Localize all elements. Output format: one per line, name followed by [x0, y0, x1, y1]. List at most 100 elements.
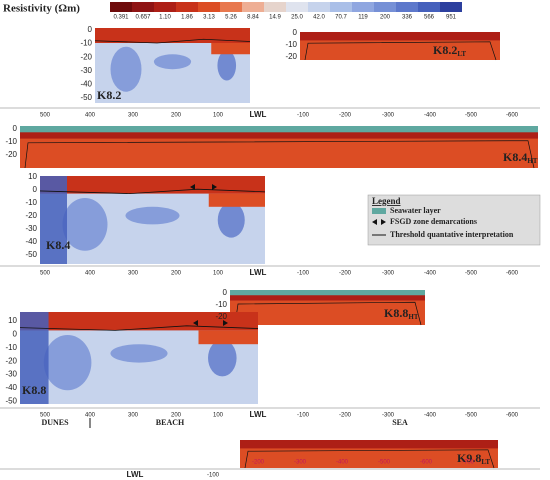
- colorbar-label: 42.0: [313, 15, 325, 21]
- depth-tick-label: 0: [13, 124, 18, 133]
- distance-label: 300: [128, 113, 139, 119]
- section-blob: [125, 206, 180, 225]
- fsgd-arrow: [190, 184, 195, 190]
- section-top: [240, 440, 498, 449]
- depth-tick-label: -30: [5, 370, 17, 379]
- distance-label: -400: [424, 271, 437, 277]
- zone-label: DUNES: [41, 418, 69, 427]
- distance-label: -400: [336, 460, 349, 466]
- depth-tick-label: -10: [80, 39, 92, 48]
- threshold-line: [19, 325, 259, 331]
- colorbar-cell: [154, 2, 176, 12]
- distance-label: -200: [252, 460, 265, 466]
- colorbar-label: 3.13: [203, 15, 215, 21]
- distance-label: LWL: [250, 410, 267, 419]
- section-top: [20, 312, 258, 331]
- profile-name: K8.8: [22, 383, 46, 397]
- legend-swatch: [372, 208, 386, 214]
- distance-label: 100: [213, 271, 224, 277]
- colorbar-cell: [264, 2, 286, 12]
- section-top: [198, 330, 258, 345]
- legend-box: [367, 194, 541, 246]
- depth-tick-label: -10: [285, 40, 297, 49]
- section-top: [40, 176, 265, 194]
- legend-arrow: [381, 219, 386, 225]
- threshold-line: [304, 41, 497, 61]
- depth-tick-label: -20: [5, 150, 17, 159]
- section-blob: [217, 202, 245, 238]
- section-edge: [40, 176, 67, 264]
- distance-label: -100: [297, 271, 310, 277]
- depth-tick-label: -40: [25, 237, 37, 246]
- colorbar-cell: [242, 2, 264, 12]
- distance-label: LWL: [250, 110, 267, 119]
- section-top: [300, 32, 500, 41]
- section-blob: [62, 198, 108, 251]
- profile-name: K8.4: [46, 238, 70, 252]
- distance-label: -700: [462, 460, 475, 466]
- depth-tick-label: -20: [285, 52, 297, 61]
- depth-tick-label: 10: [28, 172, 37, 181]
- distance-label: 400: [85, 271, 96, 277]
- colorbar-cell: [352, 2, 374, 12]
- colorbar-label: 951: [446, 15, 457, 21]
- colorbar-cell: [286, 2, 308, 12]
- seawater: [20, 126, 538, 133]
- profile-name: K8.8: [384, 306, 408, 320]
- distance-label: 500: [40, 113, 51, 119]
- colorbar-label: 119: [358, 15, 368, 21]
- fsgd-arrow: [212, 184, 217, 190]
- section-top: [208, 193, 265, 207]
- distance-label: LWL: [127, 470, 144, 479]
- depth-tick-label: 0: [293, 28, 298, 37]
- colorbar-title: Resistivity (Ωm): [3, 3, 80, 15]
- depth-tick-label: 10: [8, 316, 17, 325]
- distance-label: 300: [128, 271, 139, 277]
- depth-tick-label: 0: [33, 185, 38, 194]
- section-top: [211, 43, 250, 55]
- profile-sub: LT: [481, 458, 490, 466]
- profile-label: K8.2LT: [433, 43, 466, 58]
- depth-tick-label: 0: [223, 288, 228, 297]
- colorbar-cell: [396, 2, 418, 12]
- depth-tick-label: -40: [80, 80, 92, 89]
- distance-label: 200: [171, 113, 182, 119]
- profile-sub: HT: [408, 313, 418, 321]
- threshold-line: [94, 38, 251, 44]
- colorbar-label: 200: [380, 15, 391, 21]
- section-blob: [217, 50, 237, 81]
- threshold-line: [39, 188, 266, 195]
- profile-label: K8.8: [22, 383, 46, 397]
- distance-label: -100: [297, 113, 310, 119]
- distance-label: 400: [85, 113, 96, 119]
- colorbar-label: 25.0: [291, 15, 303, 21]
- distance-label: -300: [294, 460, 307, 466]
- distance-label: -600: [506, 413, 519, 419]
- distance-label: -300: [382, 113, 395, 119]
- depth-tick-label: -30: [80, 66, 92, 75]
- distance-label: 300: [128, 413, 139, 419]
- profile-label: K8.4: [46, 238, 70, 252]
- fsgd-arrow: [223, 320, 228, 326]
- distance-label: LWL: [250, 268, 267, 277]
- colorbar-label: 5.26: [225, 15, 237, 21]
- distance-label: 500: [40, 271, 51, 277]
- depth-tick-label: -10: [215, 300, 227, 309]
- depth-tick-label: -30: [25, 224, 37, 233]
- profile-name: K8.4: [503, 150, 527, 164]
- colorbar-label: 0.391: [113, 15, 129, 21]
- colorbar-cell: [110, 2, 132, 12]
- profile-label: K8.8HT: [384, 306, 419, 321]
- depth-tick-label: -10: [5, 137, 17, 146]
- colorbar-label: 1.86: [181, 15, 193, 21]
- distance-label: -600: [506, 271, 519, 277]
- legend-item: Threshold quantative interpretation: [390, 230, 514, 239]
- distance-label: -500: [378, 460, 391, 466]
- colorbar-cell: [198, 2, 220, 12]
- section-blob: [208, 339, 237, 377]
- profile-sub: LT: [457, 50, 466, 58]
- colorbar-cell: [132, 2, 154, 12]
- distance-label: -500: [465, 271, 478, 277]
- section-blob: [110, 46, 142, 92]
- depth-tick-label: -20: [5, 356, 17, 365]
